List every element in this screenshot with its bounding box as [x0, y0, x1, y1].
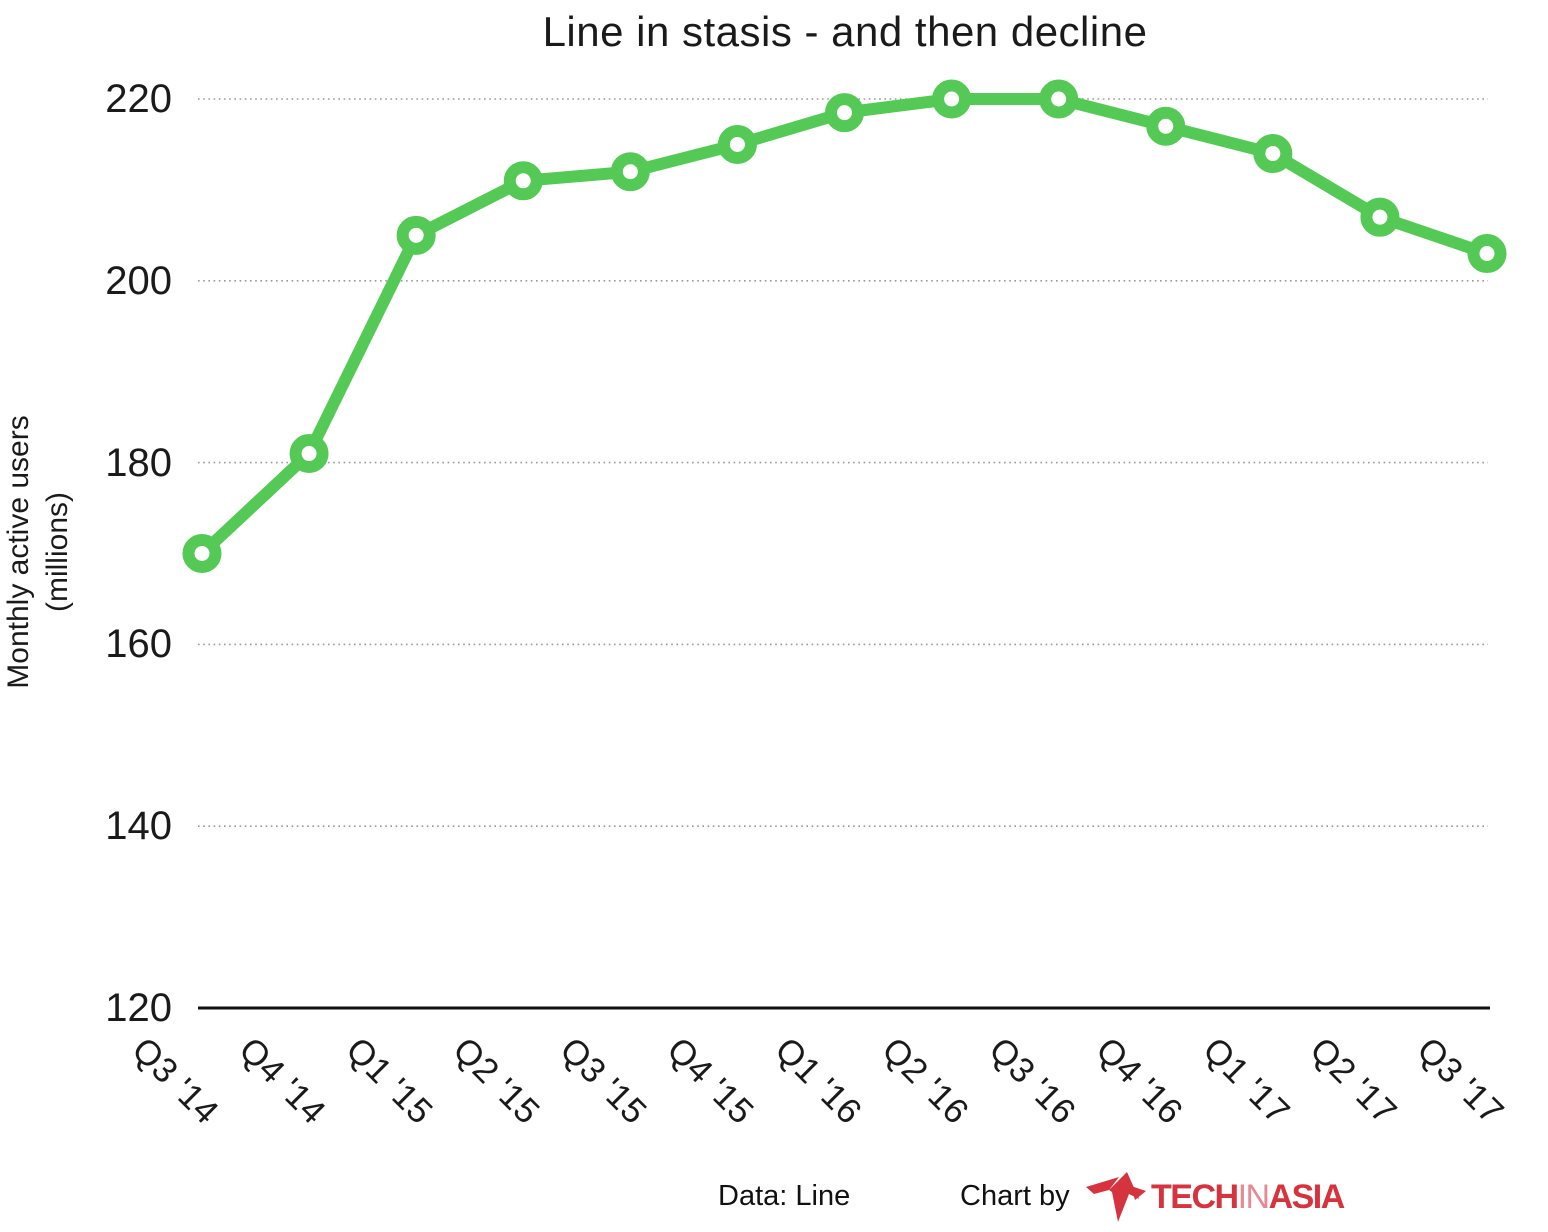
data-point-marker: [289, 434, 329, 474]
y-tick-label: 160: [105, 622, 172, 667]
techinasia-wordmark: TECHINASIA: [1151, 1170, 1346, 1224]
logo-text-asia: ASIA: [1268, 1178, 1346, 1216]
techinasia-logo: TECHINASIA: [1085, 1170, 1346, 1224]
y-tick-label: 180: [105, 440, 172, 485]
data-point-marker: [1253, 134, 1293, 174]
data-point-marker: [396, 215, 436, 255]
y-tick-label: 220: [105, 77, 172, 121]
data-point-marker: [1360, 197, 1400, 237]
logo-text-in: IN: [1237, 1178, 1271, 1216]
data-point-marker: [825, 93, 864, 133]
data-point-marker: [717, 124, 757, 164]
data-point-marker: [1467, 234, 1507, 274]
techinasia-mark-icon: [1086, 1172, 1146, 1222]
data-point-marker: [503, 161, 543, 201]
data-point-marker: [1146, 106, 1186, 146]
chart-title: Line in stasis - and then decline: [542, 8, 1148, 55]
data-source-label: Data: Line: [718, 1180, 851, 1212]
data-point-marker: [610, 152, 650, 192]
mau-line-series: [196, 93, 1493, 560]
data-point-marker: [932, 79, 972, 119]
logo-text-tech: TECH: [1151, 1178, 1239, 1216]
y-tick-label: 140: [105, 804, 172, 849]
y-tick-label: 120: [105, 986, 172, 1030]
chart-by-label: Chart by: [960, 1180, 1070, 1212]
data-point-marker: [182, 534, 222, 573]
y-tick-label: 200: [105, 258, 172, 303]
data-point-marker: [1039, 79, 1079, 119]
